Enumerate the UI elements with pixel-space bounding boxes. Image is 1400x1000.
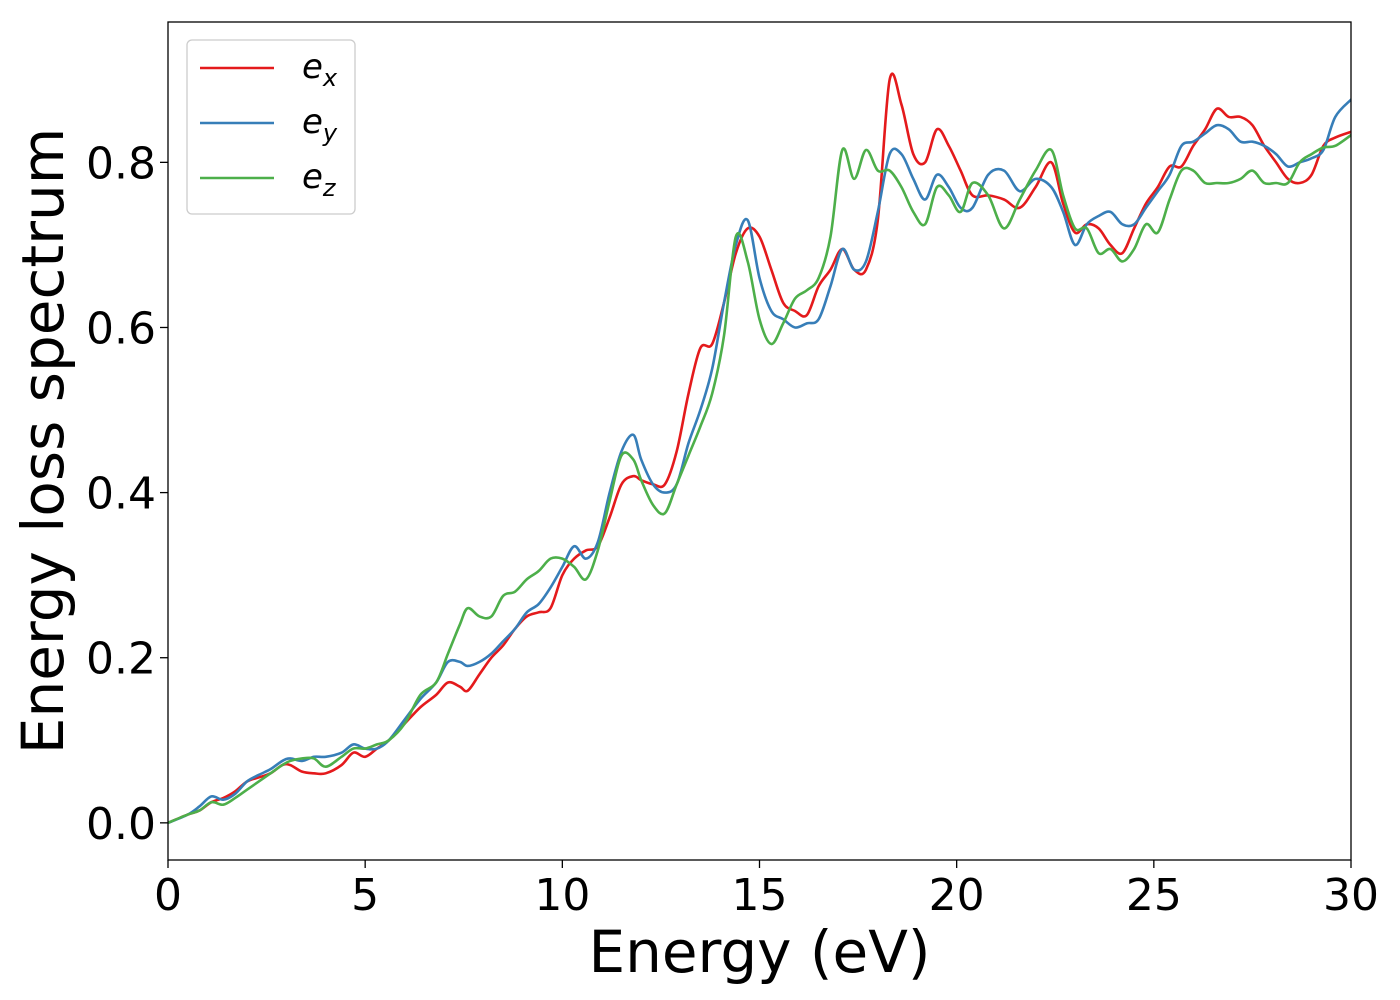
x-tick-label: 5	[351, 870, 379, 921]
legend-label-subscript: x	[322, 64, 338, 92]
y-axis-ticks: 0.0 0.2 0.4 0.6 0.8	[86, 138, 168, 850]
y-tick-label: 0.2	[86, 634, 156, 685]
legend-label-x: ex	[302, 47, 338, 92]
x-tick-label: 15	[732, 870, 788, 921]
y-tick-label: 0.0	[86, 799, 156, 850]
x-axis-ticks: 0 5 10 15 20 25 30	[154, 860, 1379, 921]
legend-label-subscript: y	[322, 119, 338, 147]
x-tick-label: 0	[154, 870, 182, 921]
x-axis-label: Energy (eV)	[588, 918, 930, 986]
legend-label-base: e	[302, 102, 323, 142]
x-tick-label: 10	[534, 870, 590, 921]
legend-box	[186, 39, 356, 215]
legend-label-subscript: z	[322, 174, 337, 202]
legend-label-base: e	[302, 47, 323, 87]
x-tick-label: 20	[929, 870, 985, 921]
x-tick-label: 30	[1323, 870, 1379, 921]
series-line-e-z	[168, 133, 1351, 825]
y-tick-label: 0.6	[86, 303, 156, 354]
series-layer	[168, 72, 1351, 825]
y-tick-label: 0.4	[86, 469, 156, 520]
y-axis-label: Energy loss spectrum	[9, 128, 77, 754]
y-tick-label: 0.8	[86, 138, 156, 189]
legend-label-base: e	[302, 157, 323, 197]
series-line-e-x	[168, 72, 1351, 825]
legend-label-y: ey	[302, 102, 338, 147]
legend-label-z: ez	[302, 157, 337, 202]
x-tick-label: 25	[1126, 870, 1182, 921]
